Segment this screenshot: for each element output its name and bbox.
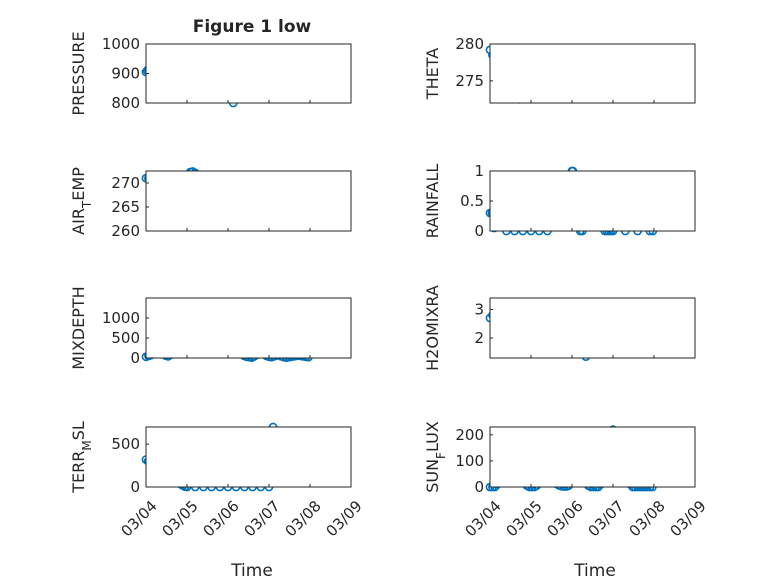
y-tick-label: 1000 — [102, 35, 140, 53]
y-axis-label: MIXDEPTH — [69, 286, 88, 369]
y-tick-label: 1 — [474, 162, 484, 180]
y-tick-label: 200 — [455, 426, 484, 444]
y-tick-label: 800 — [111, 94, 140, 112]
y-tick-label: 1000 — [102, 309, 140, 327]
axes-box — [489, 170, 696, 232]
y-axis-label: H2OMIXRA — [423, 285, 442, 371]
y-tick-label: 100 — [455, 452, 484, 470]
y-tick-label: 0.5 — [460, 192, 484, 210]
y-axis-label: SUNFLUX — [423, 421, 448, 493]
axes-box — [145, 43, 352, 104]
subplot-5: 0 500 1000 MIXDEPTH — [69, 286, 352, 370]
y-tick-label: 500 — [111, 329, 140, 347]
y-tick-label: 0 — [474, 478, 484, 496]
y-tick-label: 900 — [111, 65, 140, 83]
x-axis-label-right: Time — [573, 561, 616, 581]
y-tick-label: 3 — [474, 300, 484, 318]
y-tick-label: 0 — [130, 349, 140, 367]
y-tick-label: 275 — [455, 72, 484, 90]
y-tick-label: 0 — [474, 222, 484, 240]
axes-box — [145, 170, 352, 232]
subplot-1: 800 900 1000 PRESSURE — [69, 31, 352, 116]
y-tick-label: 270 — [111, 174, 140, 192]
y-axis-label: AIRTEMP — [69, 167, 94, 235]
axes-box — [489, 297, 696, 359]
y-axis-label: PRESSURE — [69, 31, 88, 115]
y-axis-label: TERRMSL — [69, 421, 94, 494]
axes-box — [489, 426, 696, 488]
subplot-6: 2 3 H2OMIXRA — [423, 285, 696, 371]
y-axis-label: RAINFALL — [423, 164, 442, 239]
y-axis-label: THETA — [423, 48, 442, 100]
subplot-4: 0 0.5 1 RAINFALL — [423, 162, 696, 240]
y-tick-label: 280 — [455, 35, 484, 53]
y-tick-label: 500 — [111, 435, 140, 453]
y-tick-label: 2 — [474, 329, 484, 347]
y-tick-label: 260 — [111, 222, 140, 240]
axes-box — [145, 426, 352, 488]
y-tick-label: 0 — [130, 478, 140, 496]
axes-box — [489, 43, 696, 104]
x-axis-label-left: Time — [230, 561, 273, 581]
axes-box — [145, 297, 352, 359]
subplot-2: 275 280 THETA — [423, 35, 696, 104]
subplot-3: 260 265 270 AIRTEMP — [69, 167, 352, 240]
figure-title: Figure 1 low — [193, 17, 312, 37]
y-tick-label: 265 — [111, 198, 140, 216]
